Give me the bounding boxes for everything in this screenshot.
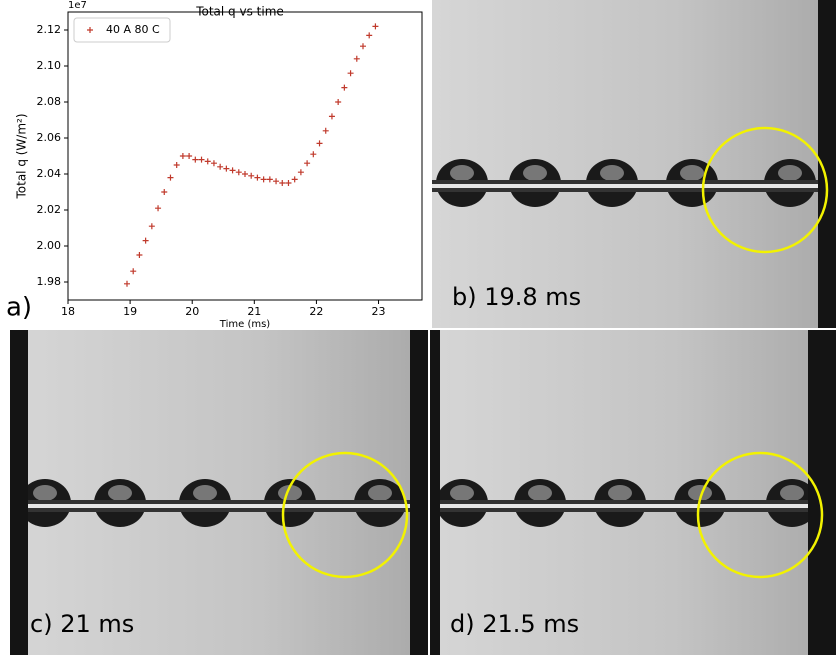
wire-highlight [430, 504, 836, 508]
data-point [353, 55, 360, 62]
droplet-glint [600, 165, 624, 181]
dark-edge [818, 0, 836, 328]
x-tick-label: 23 [372, 305, 386, 318]
data-point [372, 23, 379, 30]
photo-panel: b) 19.8 ms [432, 0, 836, 328]
wire-highlight [432, 184, 836, 188]
data-point [322, 127, 329, 134]
data-point [360, 43, 366, 50]
droplet-glint [778, 165, 802, 181]
data-point [273, 178, 280, 185]
data-point [198, 156, 205, 163]
dark-edge [430, 330, 440, 655]
data-point [260, 176, 267, 183]
droplet-glint [523, 165, 547, 181]
data-point [142, 237, 149, 244]
data-point [148, 223, 155, 230]
data-point [279, 180, 286, 186]
droplet-glint [368, 485, 392, 501]
data-point [179, 153, 186, 159]
figure-label: a) [6, 293, 32, 323]
plot-frame [67, 11, 423, 301]
x-tick-label: 19 [123, 305, 137, 318]
x-tick-label: 22 [309, 305, 323, 318]
panel-label: b) 19.8 ms [452, 283, 581, 311]
y-axis-label: Total q (W/m²) [15, 113, 29, 199]
data-point [130, 268, 137, 275]
droplet-glint [450, 165, 474, 181]
data-point [335, 99, 342, 105]
photo-panel: d) 21.5 ms [430, 330, 836, 655]
panel-label: d) 21.5 ms [450, 610, 579, 638]
legend-label: 40 A 80 C [106, 23, 160, 36]
data-point [248, 172, 255, 179]
data-point [204, 158, 211, 165]
y-tick-label: 1.98 [37, 275, 62, 288]
data-point [192, 156, 199, 163]
data-point [291, 176, 298, 183]
data-point [366, 32, 373, 39]
y-tick-label: 2.12 [37, 23, 62, 36]
data-point [235, 169, 242, 176]
dark-edge [10, 330, 28, 655]
data-point [167, 174, 174, 181]
wire-highlight [10, 504, 428, 508]
panel-label: c) 21 ms [30, 610, 134, 638]
data-point [254, 174, 261, 181]
droplet-glint [528, 485, 552, 501]
data-point [297, 169, 304, 176]
y-tick-label: 2.06 [37, 131, 62, 144]
dark-edge [808, 330, 836, 655]
droplet-glint [33, 485, 57, 501]
photo-bg [432, 0, 836, 328]
droplet-glint [680, 165, 704, 181]
highlight-circle [696, 451, 824, 579]
droplet-glint [108, 485, 132, 501]
highlight-circle [701, 126, 829, 254]
x-axis-label: Time (ms) [219, 319, 271, 330]
data-point [186, 153, 193, 159]
data-point [217, 163, 224, 170]
data-point [155, 205, 162, 212]
x-tick-label: 21 [247, 305, 261, 318]
droplet-glint [278, 485, 302, 501]
x-tick-label: 20 [185, 305, 199, 318]
photo-panel: c) 21 ms [10, 330, 428, 655]
offset-label: 1e7 [68, 0, 87, 11]
y-tick-label: 2.08 [37, 95, 62, 108]
y-tick-label: 2.04 [37, 167, 62, 180]
data-point [328, 113, 335, 120]
y-tick-label: 2.02 [37, 203, 62, 216]
data-point [316, 140, 323, 147]
droplet-glint [193, 485, 217, 501]
droplet-glint [780, 485, 804, 501]
data-point [347, 70, 354, 77]
data-point [266, 176, 273, 183]
data-point [210, 160, 217, 167]
data-point [341, 84, 348, 91]
y-tick-label: 2.10 [37, 59, 62, 72]
data-point [310, 151, 317, 158]
highlight-circle [281, 451, 409, 579]
data-point [124, 280, 130, 287]
data-point [161, 189, 168, 195]
data-point [242, 171, 248, 177]
data-point [223, 165, 230, 172]
data-point [229, 167, 236, 174]
droplet-glint [688, 485, 712, 501]
legend-box [73, 17, 171, 43]
y-tick-label: 2.00 [37, 239, 62, 252]
data-point [173, 162, 180, 168]
droplet-glint [450, 485, 474, 501]
x-tick-label: 18 [61, 305, 75, 318]
data-point [304, 160, 311, 167]
dark-edge [410, 330, 428, 655]
droplet-glint [608, 485, 632, 501]
data-point [136, 252, 143, 258]
legend-marker [87, 27, 93, 33]
data-point [285, 180, 292, 186]
